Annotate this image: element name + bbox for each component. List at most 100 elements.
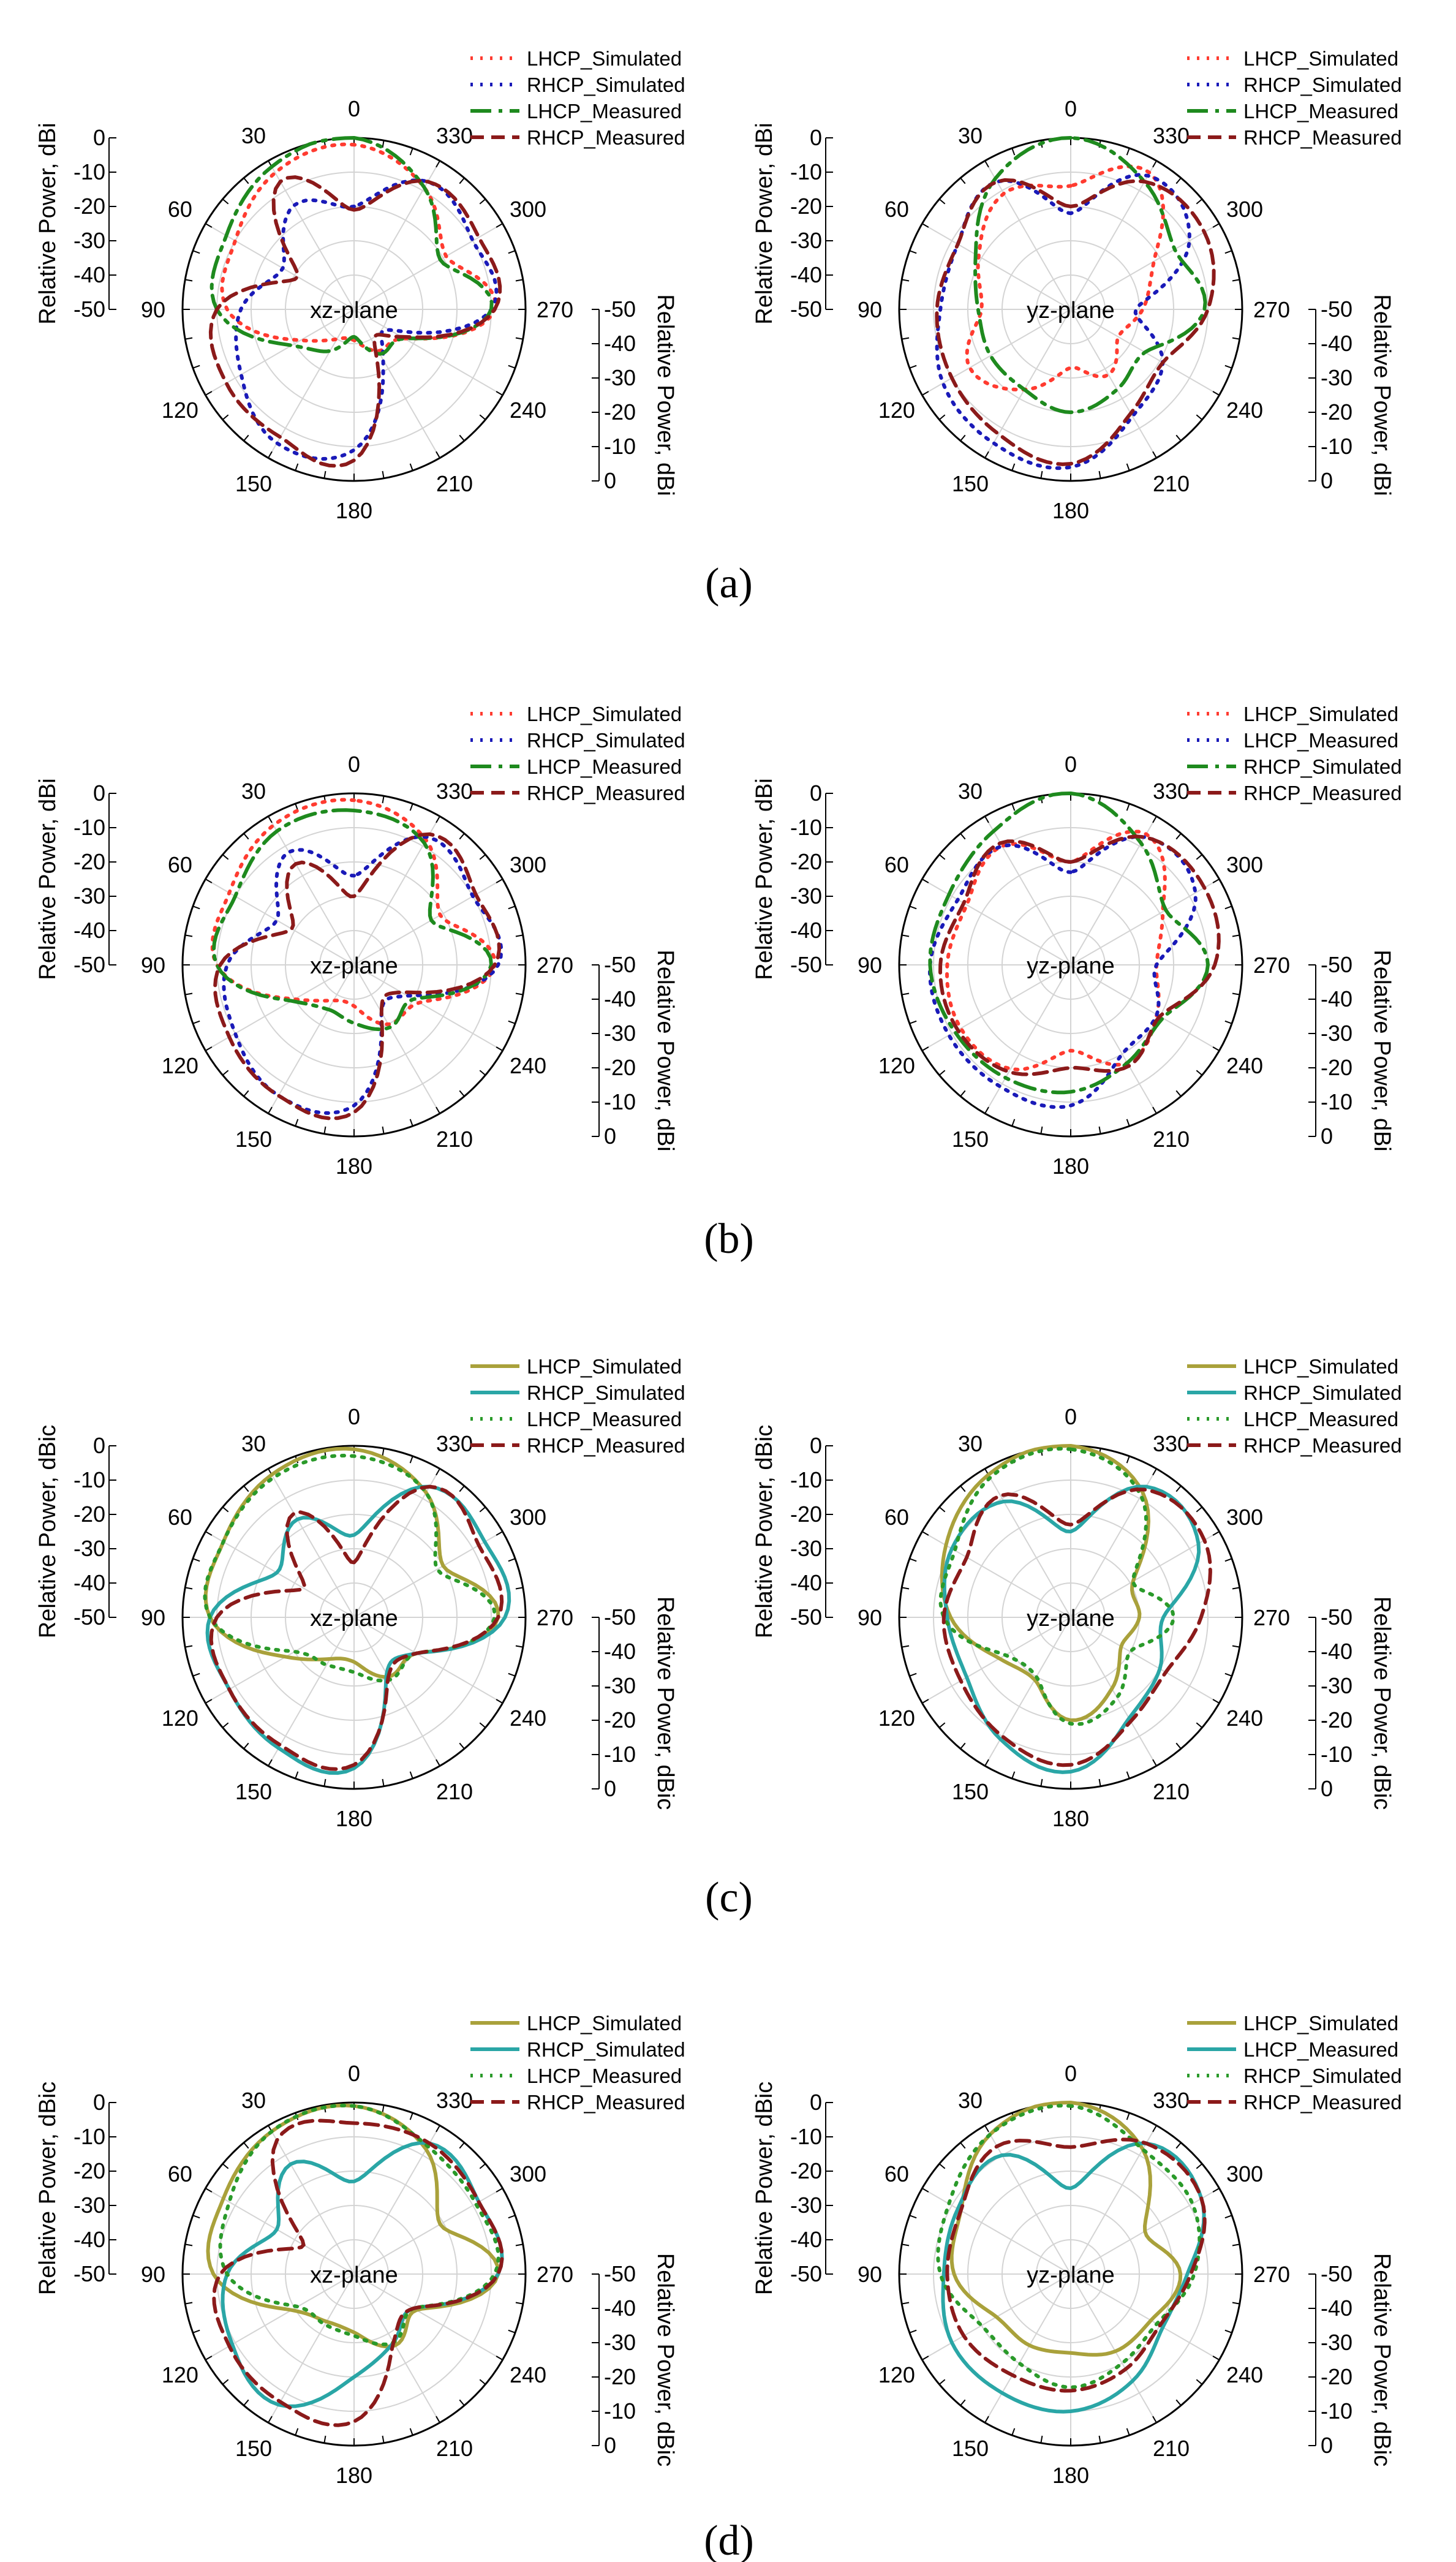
left-axis-title: Relative Power, dBic: [35, 1425, 61, 1639]
angle-label: 0: [348, 2061, 360, 2086]
angle-tick: [922, 1699, 929, 1704]
angle-label: 90: [141, 1605, 165, 1630]
angle-label: 180: [1052, 2463, 1089, 2488]
angle-tick: [205, 1046, 213, 1051]
angle-tick: [496, 1699, 503, 1704]
grid-spoke: [1070, 879, 1220, 965]
grid-spoke: [922, 879, 1071, 965]
angle-tick: [1152, 2416, 1157, 2423]
panel-caption: (b): [704, 1215, 754, 1263]
angle-tick: [508, 365, 516, 369]
angle-tick: [1224, 1020, 1232, 1024]
left-axis-tick-label: -10: [74, 815, 105, 840]
legend-label: LHCP_Measured: [527, 100, 682, 123]
right-axis-tick-label: -50: [604, 1604, 636, 1630]
angle-tick: [222, 1070, 229, 1076]
angle-tick: [922, 1531, 929, 1536]
angle-tick: [984, 161, 989, 168]
right-axis-tick-label: -10: [604, 1089, 636, 1114]
right-axis-tick-label: -30: [604, 365, 636, 390]
right-axis-title: Relative Power, dBi: [1369, 950, 1395, 1152]
legend-label: RHCP_Simulated: [1243, 1381, 1402, 1404]
angle-label: 120: [162, 1053, 198, 1078]
angle-label: 270: [537, 2262, 573, 2287]
legend-label: RHCP_Simulated: [527, 74, 685, 96]
angle-tick: [960, 1090, 966, 1097]
right-axis-tick-label: -30: [1321, 1021, 1352, 1046]
legend-label: RHCP_Simulated: [1243, 74, 1402, 96]
right-axis-tick-label: 0: [1321, 2433, 1333, 2458]
angle-tick: [1152, 1759, 1157, 1766]
angle-tick: [902, 2302, 910, 2305]
angle-tick: [243, 2142, 249, 2149]
angle-label: 210: [436, 1779, 473, 1804]
angle-tick: [479, 1070, 486, 1076]
angle-tick: [409, 1456, 413, 1464]
angle-tick: [1224, 2329, 1232, 2333]
angle-tick: [436, 2125, 440, 2133]
angle-label: 240: [510, 1053, 546, 1078]
right-axis-tick-label: -40: [604, 331, 636, 356]
left-axis-title: Relative Power, dBi: [35, 778, 61, 980]
angle-tick: [1212, 223, 1220, 228]
angle-label: 150: [952, 2436, 989, 2461]
angle-tick: [243, 434, 249, 442]
angle-label: 240: [1226, 2362, 1263, 2387]
angle-label: 150: [235, 471, 272, 496]
left-axis-tick-label: -50: [790, 297, 822, 322]
angle-tick: [479, 1506, 486, 1513]
grid-spoke: [268, 309, 355, 458]
angle-label: 180: [1052, 498, 1089, 523]
legend-label: RHCP_Measured: [1243, 782, 1402, 804]
left-axis-title: Relative Power, dBic: [35, 2082, 61, 2296]
angle-tick: [268, 2416, 273, 2423]
right-axis-tick-label: -10: [1321, 1742, 1352, 1767]
angle-tick: [902, 992, 910, 996]
legend-label: RHCP_Measured: [527, 1434, 685, 1457]
angle-tick: [922, 1046, 929, 1051]
grid-spoke: [205, 1531, 355, 1618]
angle-label: 150: [235, 2436, 272, 2461]
right-axis-tick-label: -30: [1321, 365, 1352, 390]
angle-tick: [909, 1672, 917, 1677]
right-axis-tick-label: -10: [1321, 434, 1352, 459]
grid-spoke: [984, 816, 1071, 965]
left-axis-tick-label: -50: [790, 2261, 822, 2286]
polar-chart-5: 0 30 60 90 120 150 180 210 240 270 300 330 0 -10 -20 -3…: [35, 1355, 685, 1831]
angle-tick: [515, 2243, 523, 2246]
angle-tick: [192, 250, 200, 254]
angle-tick: [409, 2428, 413, 2436]
angle-tick: [496, 2188, 503, 2193]
angle-tick: [508, 2329, 516, 2333]
angle-label: 120: [878, 1053, 915, 1078]
angle-label: 270: [1253, 297, 1290, 322]
angle-tick: [409, 2112, 413, 2120]
angle-label: 330: [1153, 779, 1190, 804]
grid-spoke: [268, 964, 355, 1114]
left-axis-tick-label: 0: [810, 780, 822, 806]
angle-tick: [1175, 2399, 1182, 2406]
left-axis-tick-label: -30: [74, 883, 105, 909]
angle-label: 330: [1153, 2088, 1190, 2113]
angle-tick: [1175, 1485, 1182, 1492]
angle-tick: [185, 2302, 193, 2305]
left-axis-tick-label: -50: [790, 1604, 822, 1630]
left-axis-tick-label: 0: [810, 2090, 822, 2115]
plane-label: yz-plane: [1027, 298, 1115, 323]
angle-tick: [205, 879, 213, 883]
left-axis-tick-label: -10: [74, 2124, 105, 2149]
angle-tick: [295, 2428, 299, 2436]
angle-tick: [1224, 905, 1232, 910]
angle-tick: [1098, 2435, 1101, 2443]
right-axis-tick-label: -50: [1321, 952, 1352, 977]
angle-label: 210: [1153, 471, 1190, 496]
left-axis-tick-label: 0: [93, 125, 105, 150]
angle-tick: [205, 2356, 213, 2360]
grid-spoke: [984, 964, 1071, 1114]
left-axis-tick-label: -50: [790, 952, 822, 977]
angle-label: 270: [537, 1605, 573, 1630]
angle-tick: [515, 1587, 523, 1590]
angle-tick: [459, 1090, 465, 1097]
angle-label: 240: [1226, 398, 1263, 423]
